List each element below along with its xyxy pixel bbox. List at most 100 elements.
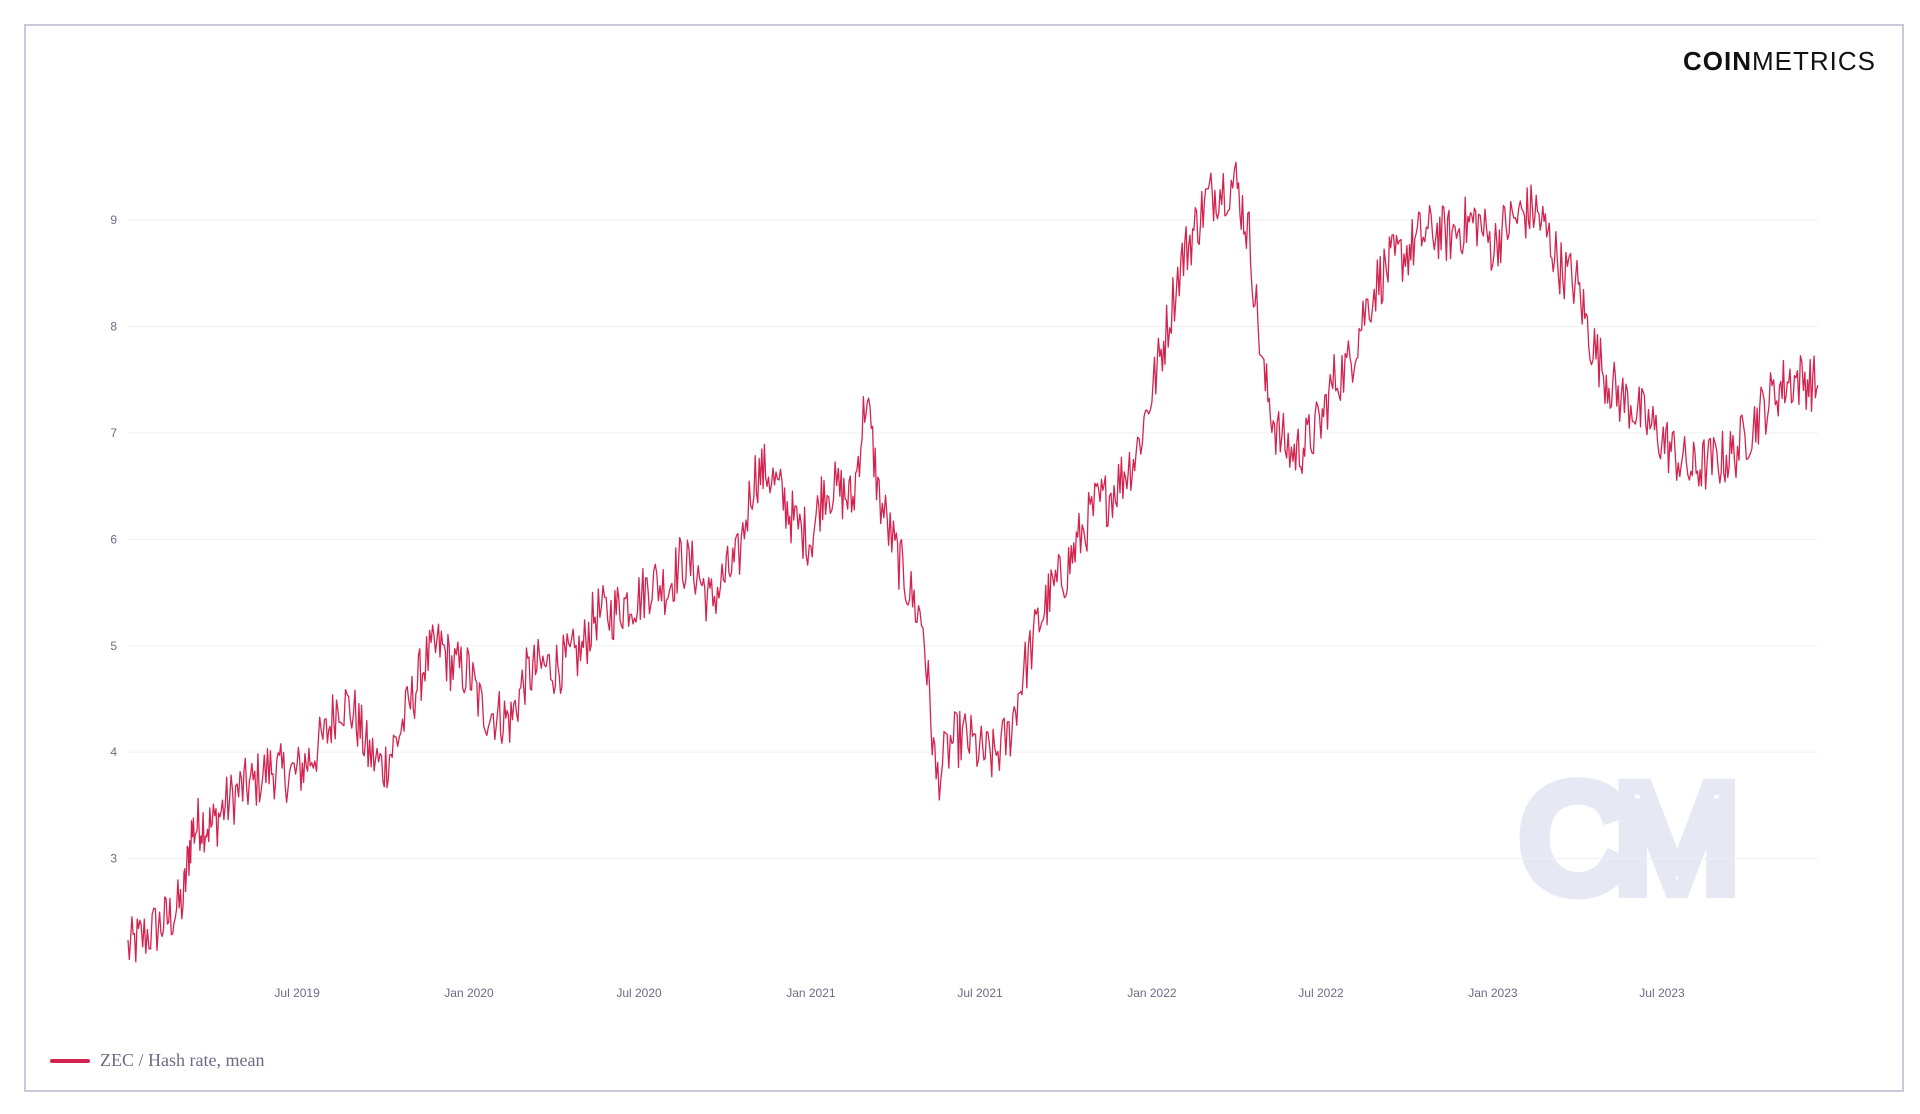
data-point[interactable] — [1632, 404, 1636, 408]
data-point[interactable] — [877, 495, 881, 499]
data-point[interactable] — [1559, 266, 1563, 270]
data-point[interactable] — [1405, 250, 1409, 254]
data-point[interactable] — [1759, 410, 1763, 414]
data-point[interactable] — [1673, 452, 1677, 456]
data-point[interactable] — [139, 936, 143, 940]
data-point[interactable] — [1475, 218, 1479, 222]
data-point[interactable] — [410, 697, 414, 701]
data-point[interactable] — [1036, 622, 1040, 626]
data-point[interactable] — [695, 569, 699, 573]
data-point[interactable] — [1418, 234, 1422, 238]
data-point[interactable] — [593, 612, 597, 616]
data-point[interactable] — [423, 660, 427, 664]
data-point[interactable] — [1746, 431, 1750, 435]
data-point[interactable] — [381, 766, 385, 770]
data-point[interactable] — [155, 926, 159, 930]
data-point[interactable] — [723, 575, 727, 579]
data-point[interactable] — [622, 601, 626, 605]
data-point[interactable] — [864, 394, 868, 398]
data-point[interactable] — [609, 612, 613, 616]
data-point[interactable] — [893, 548, 897, 552]
data-point[interactable] — [650, 580, 654, 584]
data-point[interactable] — [1731, 452, 1735, 456]
data-point[interactable] — [1192, 229, 1196, 233]
data-point[interactable] — [168, 915, 172, 919]
data-point[interactable] — [991, 756, 995, 760]
data-point[interactable] — [467, 670, 471, 674]
data-point[interactable] — [223, 803, 227, 807]
data-point[interactable] — [921, 622, 925, 626]
data-point[interactable] — [1645, 420, 1649, 424]
data-point[interactable] — [1163, 335, 1167, 339]
data-point[interactable] — [394, 740, 398, 744]
data-point[interactable] — [851, 500, 855, 504]
data-point[interactable] — [1205, 197, 1209, 201]
data-point[interactable] — [1434, 229, 1438, 233]
data-point[interactable] — [1121, 474, 1125, 478]
data-point[interactable] — [251, 782, 255, 786]
data-point[interactable] — [353, 713, 357, 717]
data-point[interactable] — [1179, 261, 1183, 265]
data-point[interactable] — [793, 521, 797, 525]
data-point[interactable] — [1504, 223, 1508, 227]
chart-legend[interactable]: ZEC / Hash rate, mean — [50, 1050, 264, 1071]
data-point[interactable] — [509, 718, 513, 722]
data-point[interactable] — [1533, 207, 1537, 211]
data-point[interactable] — [1660, 436, 1664, 440]
data-point[interactable] — [1447, 234, 1451, 238]
data-point[interactable] — [1150, 388, 1154, 392]
data-point[interactable] — [809, 537, 813, 541]
data-point[interactable] — [1234, 181, 1238, 185]
data-point[interactable] — [963, 734, 967, 738]
data-point[interactable] — [366, 750, 370, 754]
data-point[interactable] — [523, 676, 527, 680]
data-point[interactable] — [552, 665, 556, 669]
data-point[interactable] — [1575, 282, 1579, 286]
data-point[interactable] — [1077, 537, 1081, 541]
data-point[interactable] — [765, 468, 769, 472]
data-point[interactable] — [934, 777, 938, 781]
data-point[interactable] — [1390, 261, 1394, 265]
data-point[interactable] — [679, 559, 683, 563]
data-point[interactable] — [637, 596, 641, 600]
data-point[interactable] — [736, 559, 740, 563]
data-point[interactable] — [580, 649, 584, 653]
data-point[interactable] — [838, 489, 842, 493]
data-point[interactable] — [1718, 458, 1722, 462]
data-point[interactable] — [1775, 388, 1779, 392]
data-point[interactable] — [496, 713, 500, 717]
data-point[interactable] — [1491, 245, 1495, 249]
data-point[interactable] — [480, 708, 484, 712]
data-point[interactable] — [451, 665, 455, 669]
data-point[interactable] — [438, 644, 442, 648]
data-point[interactable] — [1377, 277, 1381, 281]
data-point[interactable] — [906, 585, 910, 589]
data-point[interactable] — [1275, 431, 1279, 435]
data-point[interactable] — [666, 585, 670, 589]
data-point[interactable] — [181, 899, 185, 903]
data-point[interactable] — [1520, 213, 1524, 217]
data-point[interactable] — [1134, 452, 1138, 456]
data-point[interactable] — [190, 830, 194, 834]
data-point[interactable] — [1462, 223, 1466, 227]
data-point[interactable] — [1689, 468, 1693, 472]
data-point[interactable] — [1702, 463, 1706, 467]
data-point[interactable] — [337, 697, 341, 701]
data-point[interactable] — [1020, 676, 1024, 680]
data-point[interactable] — [238, 787, 242, 791]
data-point[interactable] — [1816, 383, 1820, 387]
data-point[interactable] — [1247, 234, 1251, 238]
data-point[interactable] — [1603, 372, 1607, 376]
data-point[interactable] — [978, 750, 982, 754]
data-point[interactable] — [708, 601, 712, 605]
data-point[interactable] — [950, 740, 954, 744]
data-point[interactable] — [1616, 394, 1620, 398]
data-point[interactable] — [308, 756, 312, 760]
data-point[interactable] — [1106, 495, 1110, 499]
data-point[interactable] — [210, 825, 214, 829]
data-point[interactable] — [324, 734, 328, 738]
data-point[interactable] — [1064, 569, 1068, 573]
data-point[interactable] — [536, 665, 540, 669]
data-point[interactable] — [565, 660, 569, 664]
data-point[interactable] — [780, 495, 784, 499]
